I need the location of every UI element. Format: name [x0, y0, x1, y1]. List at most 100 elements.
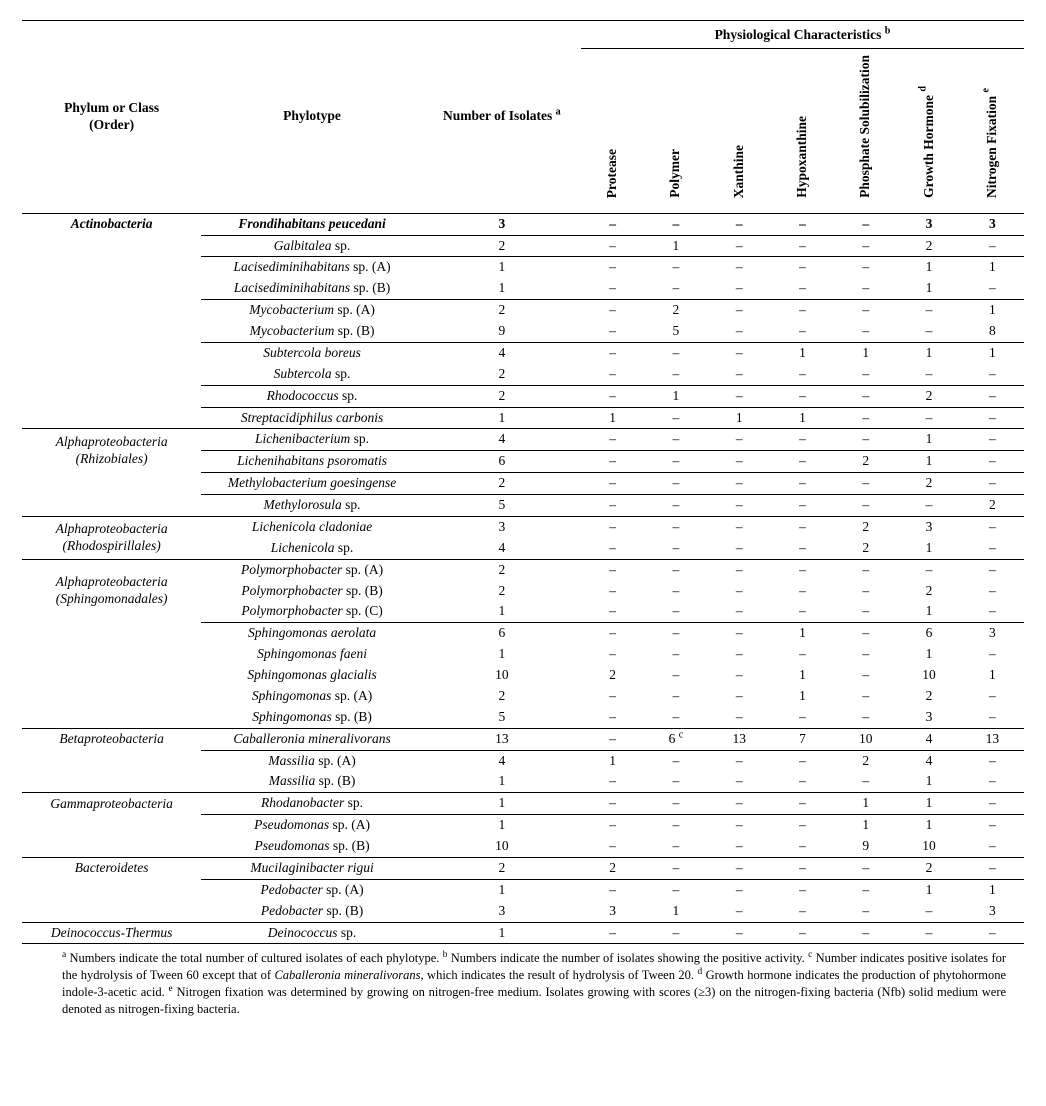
value-cell: –: [834, 364, 897, 385]
table-row: Sphingomonas sp. (A)2–––1–2–: [22, 686, 1024, 707]
value-cell: 2: [644, 300, 707, 321]
value-cell: –: [644, 623, 707, 644]
phylum-cell: [22, 665, 201, 686]
value-cell: –: [708, 644, 771, 665]
isolates-cell: 6: [423, 623, 581, 644]
value-cell: 1: [961, 879, 1024, 900]
table-row: Pseudomonas sp. (B)10––––910–: [22, 836, 1024, 857]
table-row: Sphingomonas aerolata6–––1–63: [22, 623, 1024, 644]
phylotype-cell: Rhodanobacter sp.: [201, 793, 422, 815]
value-cell: –: [771, 601, 834, 622]
value-cell: 1: [771, 686, 834, 707]
phylum-cell: Alphaproteobacteria(Sphingomonadales): [22, 559, 201, 623]
phylum-cell: Betaproteobacteria: [22, 728, 201, 750]
value-cell: –: [581, 879, 644, 900]
value-cell: –: [644, 644, 707, 665]
value-cell: –: [581, 364, 644, 385]
table-row: Subtercola boreus4–––1111: [22, 342, 1024, 363]
hdr-char: Growth Hormone d: [897, 48, 960, 213]
value-cell: –: [581, 922, 644, 944]
isolates-cell: 2: [423, 559, 581, 580]
value-cell: –: [897, 407, 960, 429]
value-cell: 3: [897, 516, 960, 537]
hdr-char: Nitrogen Fixation e: [961, 48, 1024, 213]
value-cell: 1: [581, 750, 644, 771]
table-row: Streptacidiphilus carbonis11–11–––: [22, 407, 1024, 429]
value-cell: –: [834, 771, 897, 792]
value-cell: 1: [897, 771, 960, 792]
table-row: Pseudomonas sp. (A)1––––11–: [22, 815, 1024, 836]
value-cell: –: [771, 257, 834, 278]
value-cell: –: [581, 771, 644, 792]
hdr-isolates: Number of Isolates a: [423, 21, 581, 214]
value-cell: 1: [897, 815, 960, 836]
isolates-cell: 1: [423, 278, 581, 299]
phylum-cell: [22, 623, 201, 644]
phylum-cell: [22, 815, 201, 836]
value-cell: 1: [897, 879, 960, 900]
value-cell: –: [771, 581, 834, 602]
isolates-cell: 2: [423, 385, 581, 407]
value-cell: –: [708, 538, 771, 559]
phylotype-cell: Pseudomonas sp. (B): [201, 836, 422, 857]
value-cell: 1: [961, 257, 1024, 278]
isolates-cell: 2: [423, 857, 581, 879]
isolates-cell: 1: [423, 771, 581, 792]
value-cell: 1: [897, 342, 960, 363]
value-cell: –: [708, 213, 771, 235]
value-cell: 5: [644, 321, 707, 342]
value-cell: –: [961, 815, 1024, 836]
table-header: Phylum or Class (Order) Phylotype Number…: [22, 21, 1024, 214]
hdr-phylotype: Phylotype: [201, 21, 422, 214]
phylum-cell: [22, 473, 201, 495]
isolates-cell: 1: [423, 407, 581, 429]
value-cell: –: [708, 385, 771, 407]
value-cell: –: [771, 300, 834, 321]
value-cell: –: [897, 922, 960, 944]
value-cell: –: [961, 473, 1024, 495]
value-cell: –: [771, 385, 834, 407]
isolates-cell: 3: [423, 901, 581, 922]
value-cell: –: [834, 321, 897, 342]
table-row: Sphingomonas sp. (B)5–––––3–: [22, 707, 1024, 728]
value-cell: –: [644, 213, 707, 235]
phylum-cell: [22, 879, 201, 900]
table-row: BacteroidetesMucilaginibacter rigui22–––…: [22, 857, 1024, 879]
value-cell: –: [771, 495, 834, 517]
value-cell: –: [771, 321, 834, 342]
value-cell: –: [708, 235, 771, 257]
value-cell: –: [771, 857, 834, 879]
isolates-cell: 1: [423, 601, 581, 622]
value-cell: –: [581, 559, 644, 580]
value-cell: –: [771, 771, 834, 792]
table-row: Massilia sp. (A)41–––24–: [22, 750, 1024, 771]
phylotype-cell: Sphingomonas sp. (B): [201, 707, 422, 728]
value-cell: –: [708, 815, 771, 836]
value-cell: 1: [708, 407, 771, 429]
value-cell: 1: [581, 407, 644, 429]
value-cell: 9: [834, 836, 897, 857]
phylum-cell: [22, 771, 201, 792]
table-row: Rhodococcus sp.2–1–––2–: [22, 385, 1024, 407]
phylum-cell: [22, 385, 201, 407]
value-cell: 2: [581, 857, 644, 879]
value-cell: –: [581, 385, 644, 407]
value-cell: 1: [897, 278, 960, 299]
value-cell: –: [834, 623, 897, 644]
value-cell: 1: [961, 665, 1024, 686]
value-cell: –: [834, 857, 897, 879]
phylum-cell: [22, 836, 201, 857]
hdr-char: Polymer: [644, 48, 707, 213]
value-cell: 1: [644, 235, 707, 257]
value-cell: 2: [897, 581, 960, 602]
phylotype-cell: Lichenicola cladoniae: [201, 516, 422, 537]
value-cell: –: [581, 473, 644, 495]
phylotype-cell: Polymorphobacter sp. (B): [201, 581, 422, 602]
value-cell: –: [708, 364, 771, 385]
value-cell: –: [897, 321, 960, 342]
hdr-char: Hypoxanthine: [771, 48, 834, 213]
isolates-cell: 9: [423, 321, 581, 342]
value-cell: –: [961, 559, 1024, 580]
phylotype-cell: Pedobacter sp. (B): [201, 901, 422, 922]
value-cell: –: [961, 516, 1024, 537]
